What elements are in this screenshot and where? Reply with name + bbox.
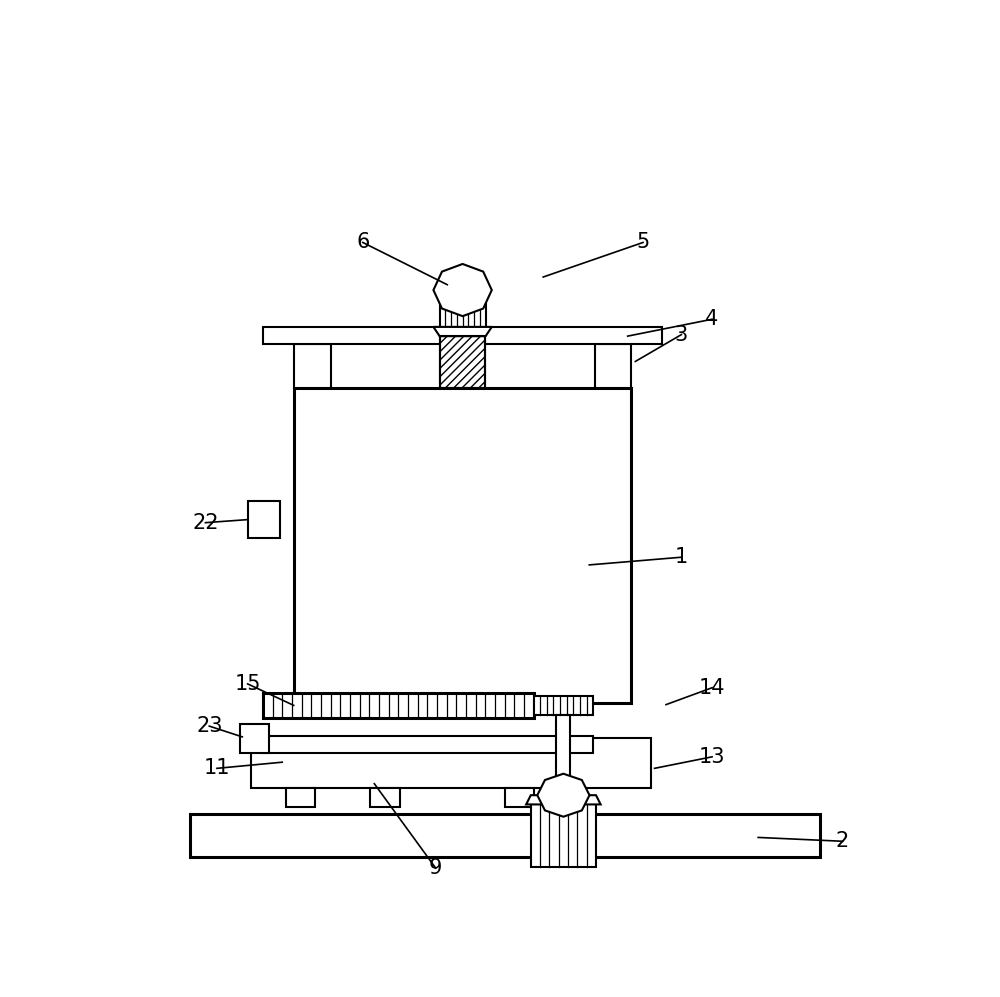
Text: 4: 4 — [705, 309, 719, 329]
Polygon shape — [433, 264, 492, 316]
Bar — [240, 724, 269, 753]
Bar — [251, 738, 651, 788]
Text: 15: 15 — [234, 674, 261, 694]
Text: 22: 22 — [192, 512, 219, 532]
Bar — [534, 696, 593, 716]
Bar — [190, 815, 820, 856]
Bar — [263, 693, 534, 719]
Text: 1: 1 — [675, 547, 688, 567]
Text: 11: 11 — [204, 759, 230, 779]
Bar — [440, 290, 486, 327]
Text: 6: 6 — [356, 232, 369, 252]
Bar — [263, 736, 593, 753]
Text: 14: 14 — [699, 678, 725, 698]
Bar — [294, 389, 631, 703]
Bar — [294, 344, 331, 389]
Bar — [440, 336, 485, 389]
Polygon shape — [433, 327, 492, 336]
Text: 13: 13 — [699, 747, 725, 767]
Bar — [440, 336, 485, 389]
Bar — [440, 336, 485, 389]
Text: 9: 9 — [429, 858, 442, 878]
Bar — [505, 788, 534, 807]
Bar — [248, 501, 280, 538]
Bar — [595, 344, 631, 389]
Polygon shape — [526, 796, 601, 805]
Bar — [370, 788, 400, 807]
Bar — [556, 716, 570, 805]
Text: 23: 23 — [196, 716, 223, 736]
Text: 2: 2 — [836, 831, 849, 851]
Bar — [263, 327, 662, 344]
Bar — [286, 788, 315, 807]
Polygon shape — [537, 774, 589, 817]
Text: 3: 3 — [675, 325, 688, 345]
Text: 5: 5 — [636, 232, 650, 252]
Bar — [531, 805, 596, 867]
